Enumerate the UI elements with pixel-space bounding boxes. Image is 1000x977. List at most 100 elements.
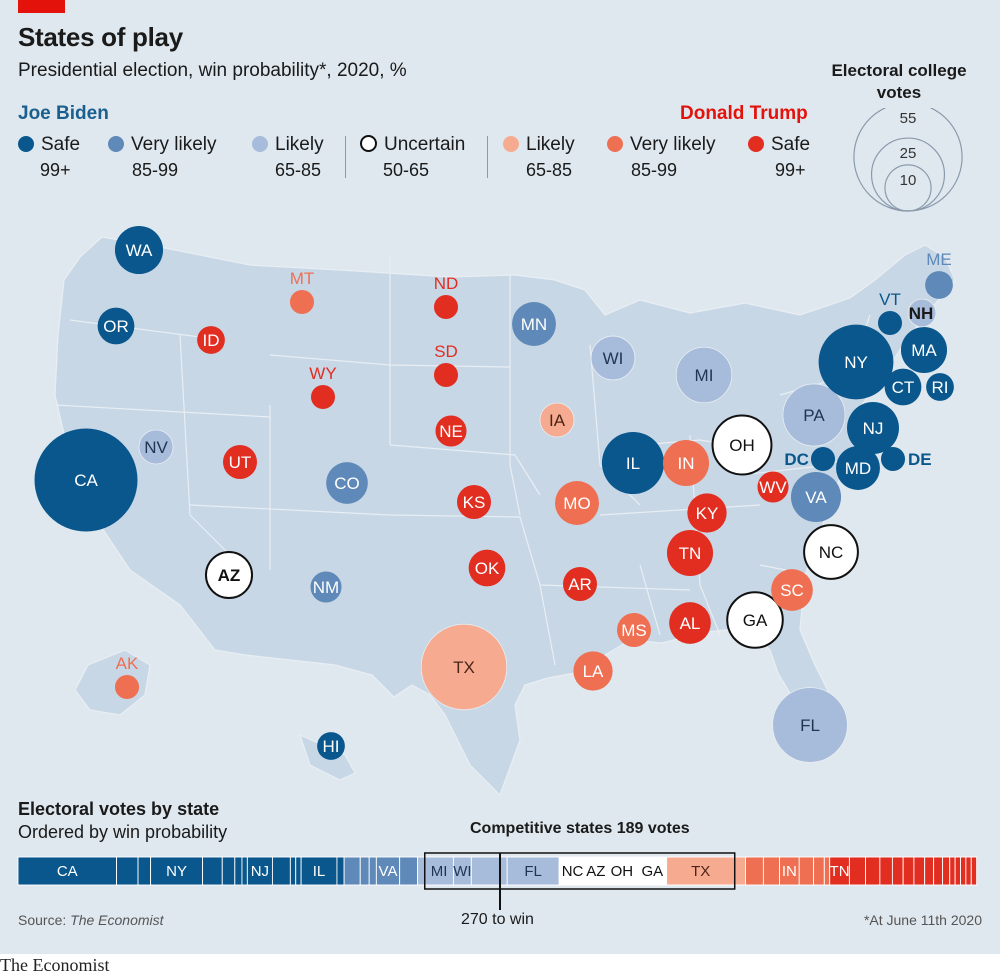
bar-segment — [150, 856, 204, 886]
state-bubble-mi — [675, 346, 733, 404]
legend-range: 99+ — [775, 160, 806, 180]
bar-segment-label: TX — [691, 863, 710, 880]
state-bubble-mt — [289, 289, 315, 315]
state-bubble-in — [662, 439, 710, 487]
legend-item-trump-safe: Safe — [748, 134, 810, 156]
state-label-az: AZ — [218, 566, 241, 585]
bar-segment-label: IL — [313, 863, 326, 880]
state-label-md: MD — [845, 459, 871, 478]
bar-segment — [368, 856, 377, 886]
bar-segment — [221, 856, 236, 886]
state-bubble-nh — [907, 298, 937, 328]
state-bubble-me — [925, 271, 953, 299]
bar-segment-label: NJ — [251, 863, 269, 880]
state-label-ny: NY — [844, 353, 868, 372]
bar-segment — [506, 856, 560, 886]
legend-item-trump-likely: Likely — [503, 134, 575, 156]
bar-segment — [359, 856, 370, 886]
bar-segment-label: AZ — [586, 863, 605, 880]
bar-segment — [891, 856, 904, 886]
bar-section-subtitle: Ordered by win probability — [18, 822, 228, 842]
legend-item-uncertain: Uncertain — [360, 134, 465, 156]
bar-segment-label: OH — [611, 863, 634, 880]
state-label-me: ME — [926, 250, 952, 269]
bar-segment — [295, 856, 302, 886]
state-bubble-id — [197, 326, 225, 354]
state-bubble-pa — [782, 383, 846, 447]
size-legend-value: 55 — [900, 110, 917, 127]
bar-segment — [879, 856, 893, 886]
state-bubble-mn — [512, 302, 556, 346]
state-bubble-mo — [555, 481, 599, 525]
size-legend-value: 25 — [900, 145, 917, 162]
bar-segment — [970, 856, 978, 886]
state-label-sd: SD — [434, 342, 458, 361]
legend-range: 99+ — [40, 160, 71, 180]
legend-item-trump-very-likely: Very likely — [607, 134, 716, 156]
bar-section-title: Electoral votes by state — [18, 799, 220, 819]
state-bubble-md — [836, 446, 880, 490]
state-label-ok: OK — [475, 559, 500, 578]
state-bubble-la — [573, 651, 613, 691]
legend-range: 65-85 — [526, 160, 573, 180]
bar-segment — [865, 856, 881, 886]
trump-label: Donald Trump — [680, 103, 808, 124]
biden-label: Joe Biden — [18, 103, 109, 124]
legend-divider — [345, 136, 346, 178]
bar-segment — [745, 856, 764, 886]
state-bubble-de — [880, 446, 906, 472]
electoral-votes-bar: CA NY NJ IL VA MI WI FL NC AZ OH GA TX IN TN — [17, 852, 978, 910]
state-bubble-ms — [616, 612, 652, 648]
bar-segment — [933, 856, 944, 886]
state-label-ia: IA — [549, 411, 566, 430]
bar-segment-label: NC — [562, 863, 584, 880]
chart-subtitle: Presidential election, win probability*,… — [18, 60, 407, 81]
state-bubbles: WA OR CA NV MT ID WY UT CO AZ NM ND SD NE KS OK TX MN IA MO… — [34, 225, 954, 763]
bar-segment — [300, 856, 338, 886]
state-label-nd: ND — [434, 274, 459, 293]
legend-item-biden-safe: Safe — [18, 134, 80, 156]
bar-segment — [902, 856, 915, 886]
state-bubble-ca — [34, 428, 138, 532]
state-bubble-ok — [468, 549, 506, 587]
state-label-nv: NV — [144, 438, 168, 457]
state-label-mt: MT — [290, 269, 315, 288]
state-label-ma: MA — [911, 341, 937, 360]
state-bubble-hi — [317, 732, 345, 760]
state-bubble-nm — [310, 571, 342, 603]
legend-range: 85-99 — [132, 160, 179, 180]
state-label-nj: NJ — [863, 419, 884, 438]
bar-segment — [762, 856, 780, 886]
state-bubble-nd — [433, 294, 459, 320]
bar-segment — [137, 856, 152, 886]
state-label-nh: NH — [909, 304, 934, 323]
state-bubble-dc — [810, 446, 836, 472]
state-bubble-tn — [666, 529, 714, 577]
bar-segment — [470, 856, 508, 886]
state-label-tn: TN — [679, 544, 702, 563]
state-label-in: IN — [678, 454, 695, 473]
state-label-la: LA — [583, 662, 604, 681]
state-label-wi: WI — [603, 349, 624, 368]
state-label-ks: KS — [463, 493, 486, 512]
bar-segment-label: VA — [379, 863, 398, 880]
state-label-sc: SC — [780, 581, 804, 600]
state-label-dc: DC — [784, 450, 809, 469]
state-bubble-wv — [757, 471, 789, 503]
bar-segment — [558, 856, 587, 886]
state-bubble-fl — [772, 687, 848, 763]
size-legend-title: Electoral college votes — [831, 61, 967, 102]
state-label-al: AL — [680, 614, 701, 633]
legend-swatch — [748, 136, 764, 152]
chart-title: States of play — [18, 22, 183, 52]
bar-segment — [246, 856, 273, 886]
bar-segment — [942, 856, 951, 886]
state-label-ga: GA — [743, 611, 768, 630]
bar-segment — [666, 856, 736, 886]
state-bubble-ct — [884, 368, 922, 406]
legend-divider — [487, 136, 488, 178]
size-legend-circle — [884, 164, 932, 212]
bar-segment-label: NY — [166, 863, 187, 880]
state-label-ri: RI — [932, 378, 949, 397]
state-label-ak: AK — [116, 654, 139, 673]
